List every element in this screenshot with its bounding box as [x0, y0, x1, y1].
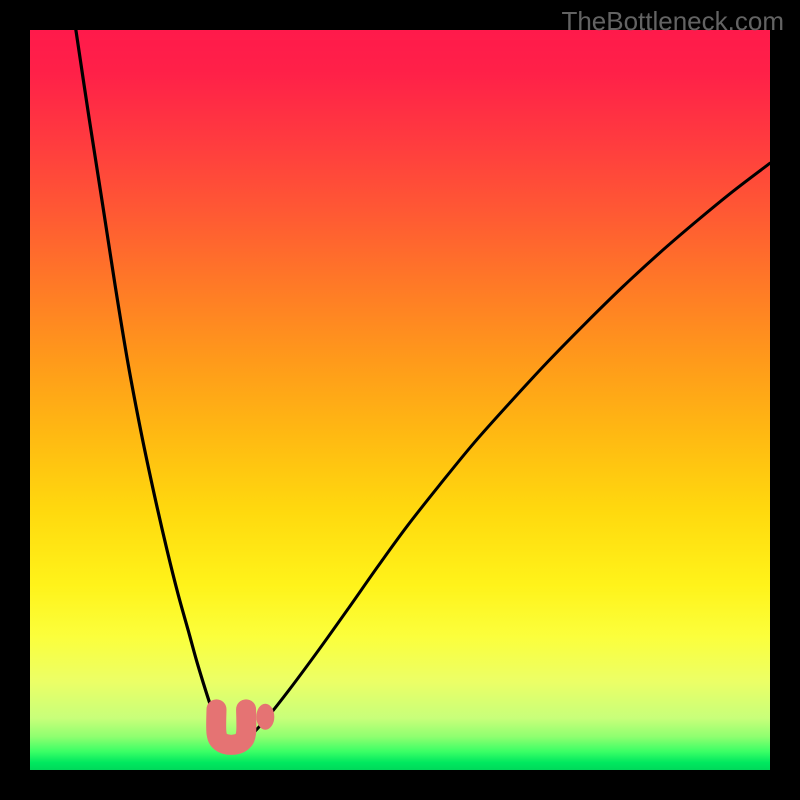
- marker-dot: [256, 704, 274, 730]
- chart-svg: [0, 0, 800, 800]
- gradient-fill: [30, 30, 770, 770]
- watermark-text: TheBottleneck.com: [561, 6, 784, 37]
- chart-canvas: TheBottleneck.com: [0, 0, 800, 800]
